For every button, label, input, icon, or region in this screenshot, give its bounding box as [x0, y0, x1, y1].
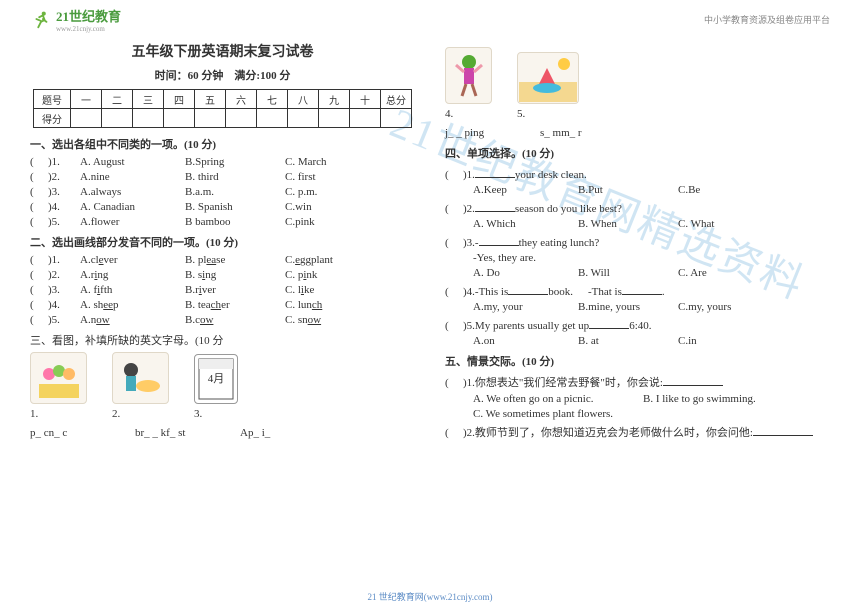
jumping-icon	[445, 47, 492, 104]
runner-icon	[30, 9, 52, 31]
s3-fill-row-2: j_ _ ping s_ mm_ r	[445, 124, 830, 139]
s2-row: ()5.A.nowB.cowC. snow	[30, 314, 415, 326]
q4-2: ()2. season do you like best?	[445, 199, 830, 215]
s1-title: 一、选出各组中不同类的一项。(10 分)	[30, 136, 415, 152]
logo-sub: www.21cnjy.com	[56, 25, 121, 33]
pic-num: 3.	[194, 408, 202, 420]
s1-row: ()4.A. CanadianB. SpanishC.win	[30, 201, 415, 213]
fill-blank: p_ cn_ c	[30, 427, 110, 439]
svg-text:4月: 4月	[208, 373, 225, 385]
q4-3-reply: -Yes, they are.	[445, 252, 830, 264]
s4-title: 四、单项选择。(10 分)	[445, 145, 830, 161]
logo-text: 21世纪教育	[56, 6, 121, 25]
fill-blank: Ap_ i_	[240, 427, 320, 439]
s1-row: ()2.A.nineB. thirdC. first	[30, 171, 415, 183]
q4-5: ()5. My parents usually get up 6:40.	[445, 316, 830, 332]
right-column: 4. 5. j_ _ ping s_ mm_ r 四、单项选择。(10 分) (…	[430, 37, 830, 443]
fill-blank: br_ _ kf_ st	[135, 427, 215, 439]
pic-item: 2.	[112, 352, 169, 420]
q4-4: ()4.-This is book.-That is .	[445, 282, 830, 298]
s1-row: ()1.A. AugustB.SpringC. March	[30, 156, 415, 168]
pic-num: 1.	[30, 408, 38, 420]
s1-row: ()3.A.alwaysB.a.m.C. p.m.	[30, 186, 415, 198]
score-table: 题号 一 二 三 四 五 六 七 八 九 十 总分 得分	[33, 89, 412, 128]
pic-item: 5.	[517, 52, 579, 120]
s2-title: 二、选出画线部分发音不同的一项。(10 分)	[30, 234, 415, 250]
q5-2: ()2.教师节到了，你想知道迈克会为老师做什么时，你会问他:	[445, 423, 830, 440]
header: 21世纪教育 www.21cnjy.com 中小学教育资源及组卷应用平台	[0, 0, 860, 37]
q4-1: ()1. your desk clean.	[445, 165, 830, 181]
picnic-icon	[30, 352, 87, 404]
pic-num: 4.	[445, 108, 453, 120]
pic-item: 4月 3.	[194, 354, 238, 420]
logo: 21世纪教育 www.21cnjy.com	[30, 6, 121, 33]
q4-3: ()3.- they eating lunch?	[445, 233, 830, 249]
score-header-row: 题号 一 二 三 四 五 六 七 八 九 十 总分	[34, 90, 412, 109]
footer: 21 世纪教育网(www.21cnjy.com)	[0, 590, 860, 603]
pic-num: 2.	[112, 408, 120, 420]
q4-2-opts: A. WhichB. WhenC. What	[445, 218, 830, 230]
q4-5-opts: A.onB. atC.in	[445, 335, 830, 347]
april-icon: 4月	[194, 354, 238, 404]
s1-row: ()5.A.flowerB bambooC.pink	[30, 216, 415, 228]
pic-item: 4.	[445, 47, 492, 120]
s5-title: 五、情景交际。(10 分)	[445, 353, 830, 369]
page-title: 五年级下册英语期末复习试卷	[30, 41, 415, 61]
q4-4-opts: A.my, yourB.mine, yoursC.my, yours	[445, 301, 830, 313]
pic-num: 5.	[517, 108, 525, 120]
fill-blank: s_ mm_ r	[540, 127, 620, 139]
s3-title: 三、看图，补填所缺的英文字母。(10 分	[30, 332, 415, 348]
fill-blank: j_ _ ping	[445, 127, 515, 139]
time-label: 时间：60 分钟	[155, 70, 224, 82]
q4-1-opts: A.KeepB.PutC.Be	[445, 184, 830, 196]
pic-item: 1.	[30, 352, 87, 420]
header-right: 中小学教育资源及组卷应用平台	[704, 13, 830, 26]
s3-fill-row-1: p_ cn_ c br_ _ kf_ st Ap_ i_	[30, 424, 415, 439]
breakfast-icon	[112, 352, 169, 404]
q5-1: ()1.你想表达"我们经常去野餐"时，你会说:	[445, 373, 830, 390]
s2-row: ()4.A. sheepB. teacherC. lunch	[30, 299, 415, 311]
content: 五年级下册英语期末复习试卷 时间：60 分钟 满分:100 分 题号 一 二 三…	[0, 37, 860, 443]
summer-icon	[517, 52, 579, 104]
subtitle: 时间：60 分钟 满分:100 分	[30, 67, 415, 83]
s3-pic-row-1: 1. 2. 4月 3.	[30, 352, 415, 420]
q4-3-opts: A. DoB. WillC. Are	[445, 267, 830, 279]
s2-row: ()2.A.ringB. singC. pink	[30, 269, 415, 281]
left-column: 五年级下册英语期末复习试卷 时间：60 分钟 满分:100 分 题号 一 二 三…	[30, 37, 430, 443]
s2-row: ()3.A. fifthB.riverC. like	[30, 284, 415, 296]
s2-row: ()1.A.cleverB. pleaseC.eggplant	[30, 254, 415, 266]
score-value-row: 得分	[34, 109, 412, 128]
score-label: 满分:100 分	[234, 70, 290, 82]
s3-pic-row-2: 4. 5.	[445, 47, 830, 120]
q5-1-ab: A. We often go on a picnic.B. I like to …	[445, 393, 830, 405]
q5-1-c: C. We sometimes plant flowers.	[445, 408, 830, 420]
